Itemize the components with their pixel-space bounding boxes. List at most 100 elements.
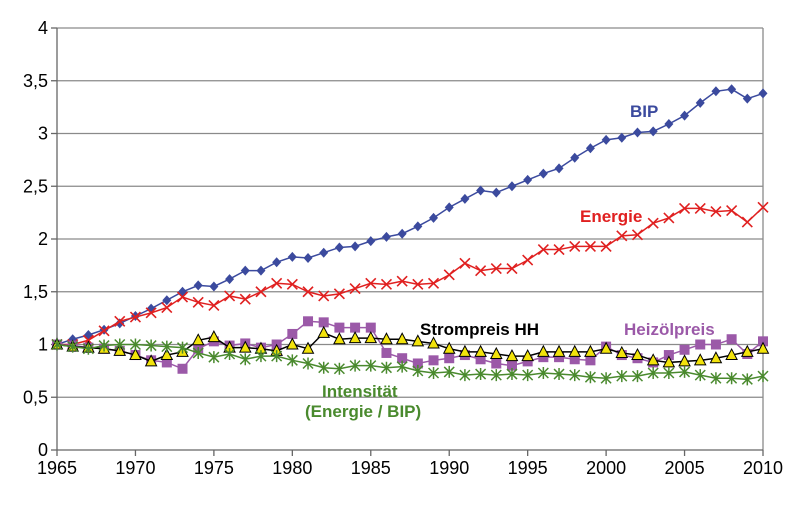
data-point [427, 336, 440, 349]
data-point [663, 350, 674, 361]
data-point [176, 341, 189, 354]
y-tick-label: 4 [38, 18, 48, 38]
data-point [631, 229, 644, 241]
data-point [505, 349, 519, 362]
data-point [381, 231, 391, 242]
y-tick-label: 2,5 [23, 176, 48, 196]
label-energie: Energie [580, 207, 642, 226]
data-point [648, 126, 658, 137]
series-line [56, 332, 764, 364]
data-point [756, 341, 770, 354]
data-point [256, 265, 266, 276]
x-tick-label: 1965 [37, 458, 77, 478]
data-point [695, 339, 706, 350]
data-point [570, 152, 580, 163]
data-point [490, 369, 502, 382]
x-tick-label: 2005 [665, 458, 705, 478]
x-tick-label: 1985 [351, 458, 391, 478]
data-point [429, 212, 439, 223]
x-tick-label: 1980 [272, 458, 312, 478]
data-point [742, 93, 752, 104]
y-tick-label: 1 [38, 335, 48, 355]
data-point [178, 286, 188, 297]
data-point [694, 369, 706, 382]
data-point [82, 342, 94, 355]
data-point [710, 339, 721, 350]
data-point [364, 331, 378, 344]
data-point [412, 358, 423, 369]
data-point [710, 372, 722, 385]
series-line [56, 343, 764, 381]
data-point [631, 370, 644, 383]
data-point [365, 277, 377, 289]
data-point [318, 290, 330, 302]
data-point [646, 353, 660, 366]
data-point [129, 347, 142, 361]
data-point [319, 247, 329, 258]
data-point [553, 243, 565, 256]
data-point [554, 352, 565, 363]
data-point [224, 290, 236, 302]
data-point [711, 86, 721, 97]
data-point [286, 337, 299, 350]
data-point [616, 370, 628, 383]
data-point [411, 334, 425, 347]
data-point [585, 355, 596, 366]
series-line [56, 320, 764, 370]
data-point [145, 339, 157, 352]
data-point [333, 288, 345, 300]
data-point [395, 332, 409, 345]
x-tick-label: 1970 [115, 458, 155, 478]
data-point [727, 84, 737, 95]
data-point [161, 340, 173, 353]
data-point [239, 293, 251, 305]
data-point [459, 369, 471, 382]
data-point [301, 341, 315, 354]
data-point [396, 275, 408, 287]
data-point [51, 338, 63, 351]
data-point [631, 347, 644, 361]
data-point [412, 364, 424, 377]
data-point [428, 355, 439, 366]
data-point [647, 217, 659, 229]
data-point [538, 352, 549, 363]
data-point [617, 132, 627, 143]
data-point [458, 344, 472, 357]
data-point [67, 340, 79, 353]
data-point [255, 350, 267, 363]
data-point [240, 265, 250, 276]
data-point [741, 373, 753, 386]
data-point [507, 181, 517, 192]
data-point [460, 193, 470, 204]
x-tick-label: 2000 [586, 458, 626, 478]
data-point [474, 344, 487, 357]
data-point [442, 341, 456, 354]
data-point [224, 347, 236, 360]
data-point [522, 369, 534, 382]
data-point [678, 202, 691, 214]
data-point [443, 365, 455, 378]
data-point [443, 269, 455, 281]
x-tick-label: 1995 [508, 458, 548, 478]
y-tick-label: 1,5 [23, 282, 48, 302]
data-point [303, 252, 313, 263]
data-point [366, 236, 376, 247]
y-tick-label: 0,5 [23, 387, 48, 407]
data-point [208, 299, 220, 312]
data-point [380, 278, 393, 290]
data-point [207, 330, 221, 343]
data-point [459, 257, 471, 269]
data-point [209, 281, 219, 292]
data-point [413, 221, 423, 232]
series-strompreis-hh [50, 325, 770, 368]
data-point [679, 365, 691, 378]
data-point [427, 277, 440, 289]
data-point [553, 368, 565, 381]
data-point [632, 127, 642, 138]
data-point [569, 354, 580, 365]
data-point [663, 366, 675, 379]
data-point [161, 357, 172, 368]
data-point [726, 372, 738, 385]
data-point [349, 359, 361, 372]
